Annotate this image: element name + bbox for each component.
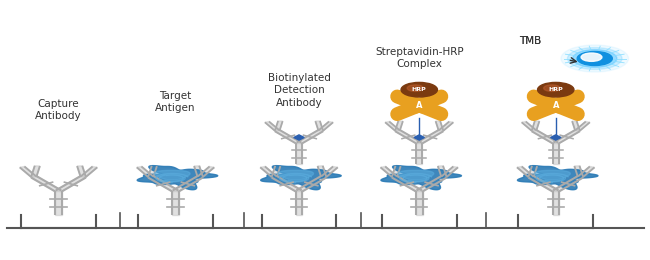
Polygon shape <box>296 143 302 164</box>
Polygon shape <box>265 121 280 131</box>
Circle shape <box>543 85 560 92</box>
Polygon shape <box>417 143 422 164</box>
Circle shape <box>407 85 424 92</box>
Polygon shape <box>275 121 283 131</box>
Text: TMB: TMB <box>519 36 541 46</box>
Polygon shape <box>296 130 323 144</box>
Polygon shape <box>417 130 443 144</box>
Text: Target
Antigen: Target Antigen <box>155 91 196 113</box>
Polygon shape <box>275 130 302 144</box>
Polygon shape <box>528 176 558 192</box>
Polygon shape <box>318 166 326 177</box>
Polygon shape <box>517 166 598 190</box>
Polygon shape <box>294 135 304 140</box>
Polygon shape <box>261 166 341 190</box>
Circle shape <box>401 82 437 97</box>
Polygon shape <box>381 166 462 190</box>
Polygon shape <box>553 176 583 192</box>
Polygon shape <box>137 166 218 190</box>
Polygon shape <box>392 166 400 177</box>
Polygon shape <box>417 176 447 192</box>
Polygon shape <box>318 121 333 131</box>
Polygon shape <box>56 176 86 192</box>
Polygon shape <box>385 121 400 131</box>
Text: A: A <box>416 101 422 110</box>
Polygon shape <box>575 166 583 177</box>
Polygon shape <box>198 166 214 177</box>
Polygon shape <box>535 170 570 180</box>
Polygon shape <box>272 176 302 192</box>
Polygon shape <box>575 121 590 131</box>
Polygon shape <box>321 166 338 177</box>
Circle shape <box>573 50 617 67</box>
Polygon shape <box>155 170 190 180</box>
Polygon shape <box>31 166 40 177</box>
Circle shape <box>561 45 629 72</box>
Polygon shape <box>296 176 326 192</box>
Polygon shape <box>31 176 61 192</box>
Circle shape <box>577 51 612 66</box>
Polygon shape <box>296 191 302 214</box>
Polygon shape <box>20 166 36 177</box>
Polygon shape <box>436 121 443 131</box>
Polygon shape <box>517 166 534 177</box>
Polygon shape <box>528 166 537 177</box>
Polygon shape <box>551 135 561 140</box>
Text: Streptavidin-HRP
Complex: Streptavidin-HRP Complex <box>375 47 463 69</box>
Polygon shape <box>278 170 313 180</box>
Polygon shape <box>260 166 277 177</box>
Polygon shape <box>416 191 422 214</box>
Polygon shape <box>395 130 422 144</box>
Polygon shape <box>438 166 447 177</box>
Polygon shape <box>532 121 539 131</box>
Polygon shape <box>522 121 536 131</box>
Circle shape <box>567 48 622 69</box>
Circle shape <box>538 82 574 97</box>
Polygon shape <box>77 166 86 177</box>
Polygon shape <box>441 166 458 177</box>
Polygon shape <box>272 166 280 177</box>
Text: Capture
Antibody: Capture Antibody <box>35 99 82 121</box>
Text: Biotinylated
Detection
Antibody: Biotinylated Detection Antibody <box>268 73 330 108</box>
Text: A: A <box>552 101 559 110</box>
Polygon shape <box>136 166 153 177</box>
Polygon shape <box>439 121 453 131</box>
Polygon shape <box>552 191 559 214</box>
Polygon shape <box>395 121 403 131</box>
Text: HRP: HRP <box>549 87 563 92</box>
Text: TMB: TMB <box>519 36 541 46</box>
Polygon shape <box>148 176 178 192</box>
Polygon shape <box>553 130 580 144</box>
Polygon shape <box>414 135 424 140</box>
Polygon shape <box>148 166 157 177</box>
Text: HRP: HRP <box>412 87 426 92</box>
Circle shape <box>581 53 602 61</box>
Polygon shape <box>392 176 422 192</box>
Polygon shape <box>55 191 62 214</box>
Polygon shape <box>578 166 595 177</box>
Polygon shape <box>173 176 203 192</box>
Polygon shape <box>81 166 98 177</box>
Polygon shape <box>380 166 397 177</box>
Polygon shape <box>172 191 179 214</box>
Polygon shape <box>194 166 203 177</box>
Polygon shape <box>398 170 434 180</box>
Polygon shape <box>532 130 558 144</box>
Polygon shape <box>553 143 558 164</box>
Polygon shape <box>315 121 323 131</box>
Polygon shape <box>572 121 580 131</box>
